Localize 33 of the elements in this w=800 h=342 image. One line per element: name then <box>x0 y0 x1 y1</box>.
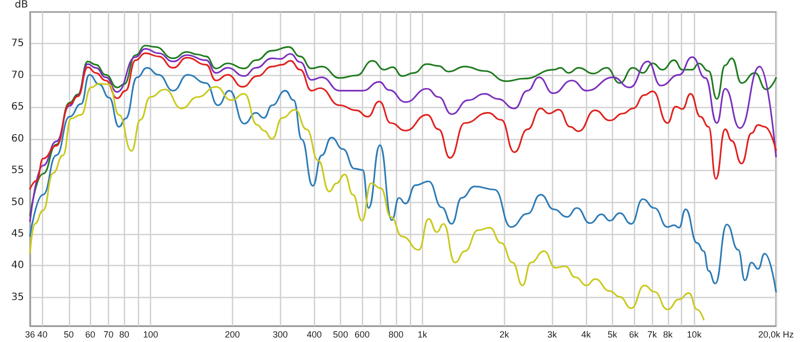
x-tick-label: 100 <box>143 330 158 340</box>
x-tick-label: 36 <box>24 330 36 340</box>
x-tick-label: 80 <box>119 330 130 340</box>
x-tick-label: 70 <box>103 330 114 340</box>
y-axis-title: dB <box>14 0 28 10</box>
y-tick-label: 35 <box>11 292 24 303</box>
y-tick-label: 45 <box>11 228 24 240</box>
x-tick-label: 10k <box>686 330 702 340</box>
y-tick-label: 60 <box>11 133 24 144</box>
x-tick-label: 600 <box>354 330 370 340</box>
x-tick-label: 3k <box>547 330 558 340</box>
y-tick-label: 65 <box>11 102 24 113</box>
x-tick-label: 2k <box>499 330 510 340</box>
x-tick-label: 5k <box>608 330 618 340</box>
x-tick-label: 500 <box>333 330 348 340</box>
y-tick-label: 40 <box>11 260 24 272</box>
x-tick-label: 300 <box>272 330 288 340</box>
x-tick-label: 20,0k Hz <box>758 330 794 340</box>
x-tick-label: 8k <box>663 330 674 340</box>
x-tick-label: 50 <box>64 330 74 340</box>
y-tick-label: 75 <box>11 38 24 50</box>
x-tick-label: 1k <box>418 330 428 340</box>
y-tick-label: 55 <box>11 165 24 176</box>
x-tick-label: 60 <box>85 330 96 340</box>
x-tick-label: 200 <box>224 330 240 340</box>
x-tick-label: 800 <box>388 330 404 340</box>
y-tick-label: 50 <box>11 196 24 208</box>
x-tick-label: 4k <box>581 330 592 340</box>
x-tick-label: 400 <box>306 330 322 340</box>
x-tick-label: 7k <box>647 330 658 340</box>
x-tick-label: 40 <box>37 330 48 340</box>
x-tick-label: 6k <box>629 330 640 340</box>
y-tick-label: 70 <box>11 70 24 81</box>
